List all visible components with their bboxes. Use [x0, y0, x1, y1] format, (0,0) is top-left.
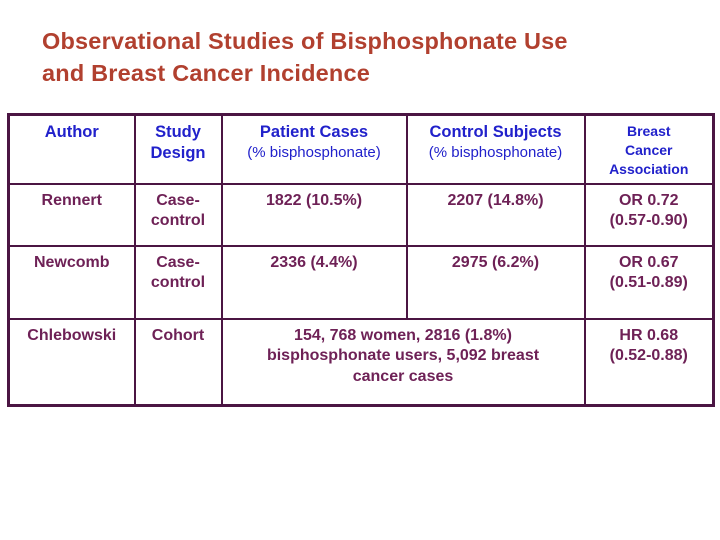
header-association-line2: Cancer — [625, 141, 673, 158]
header-control-subjects-subtitle: (% bisphosphonate) — [428, 144, 563, 162]
header-author: Author — [7, 113, 136, 185]
header-study-design-line2: Design — [150, 144, 206, 163]
header-patient-cases: Patient Cases (% bisphosphonate) — [220, 113, 408, 185]
cell-association: OR 0.72 (0.57-0.90) — [583, 182, 715, 247]
header-control-subjects-title: Control Subjects — [429, 123, 562, 141]
cell-study-design: Case- control — [133, 244, 223, 320]
cell-study-design-line2: control — [150, 274, 206, 292]
header-association-line1: Breast — [626, 123, 671, 139]
header-association-line3: Association — [609, 160, 689, 177]
cell-study-design-line1: Case- — [156, 253, 200, 271]
cell-patient-cases: 1822 (10.5%) — [220, 182, 408, 247]
table-row-chlebowski: Chlebowski Cohort 154, 768 women, 2816 (… — [7, 317, 715, 407]
cell-association-line2: (0.52-0.88) — [609, 347, 688, 365]
cell-association: OR 0.67 (0.51-0.89) — [583, 244, 715, 320]
cell-author: Newcomb — [7, 244, 136, 320]
table-row-rennert: Rennert Case- control 1822 (10.5%) 2207 … — [7, 182, 715, 247]
cell-cohort-description-line2: bisphosphonate users, 5,092 breast — [266, 347, 540, 365]
cell-patient-cases: 2336 (4.4%) — [220, 244, 408, 320]
header-breast-cancer-association: Breast Cancer Association — [583, 113, 715, 185]
cell-study-design-line2: control — [150, 212, 206, 230]
cell-association: HR 0.68 (0.52-0.88) — [583, 317, 715, 407]
cell-author: Chlebowski — [7, 317, 136, 407]
cell-control-subjects: 2975 (6.2%) — [405, 244, 586, 320]
slide-title: Observational Studies of Bisphosphonate … — [42, 26, 692, 89]
header-patient-cases-title: Patient Cases — [259, 123, 369, 141]
header-patient-cases-subtitle: (% bisphosphonate) — [247, 144, 381, 162]
header-author-label: Author — [44, 123, 99, 141]
cell-association-line2: (0.57-0.90) — [609, 212, 688, 230]
slide-title-line2: and Breast Cancer Incidence — [42, 59, 370, 86]
cell-association-line1: OR 0.67 — [618, 253, 679, 271]
header-study-design-line1: Study — [155, 123, 201, 141]
cell-study-design: Case- control — [133, 182, 223, 247]
table-row-newcomb: Newcomb Case- control 2336 (4.4%) 2975 (… — [7, 244, 715, 320]
table-header-row: Author Study Design Patient Cases (% bis… — [7, 113, 715, 185]
cell-cohort-description: 154, 768 women, 2816 (1.8%) bisphosphona… — [220, 317, 586, 407]
cell-association-line2: (0.51-0.89) — [609, 274, 688, 292]
cell-cohort-description-line1: 154, 768 women, 2816 (1.8%) — [294, 326, 512, 344]
header-control-subjects: Control Subjects (% bisphosphonate) — [405, 113, 586, 185]
cell-author: Rennert — [7, 182, 136, 247]
studies-table: Author Study Design Patient Cases (% bis… — [7, 113, 715, 407]
header-study-design: Study Design — [133, 113, 223, 185]
cell-association-line1: HR 0.68 — [619, 326, 679, 344]
cell-study-design-line1: Case- — [156, 191, 200, 209]
cell-association-line1: OR 0.72 — [618, 191, 679, 209]
cell-study-design: Cohort — [133, 317, 223, 407]
slide-title-line1: Observational Studies of Bisphosphonate … — [42, 28, 568, 54]
cell-cohort-description-line3: cancer cases — [352, 368, 454, 386]
cell-control-subjects: 2207 (14.8%) — [405, 182, 586, 247]
